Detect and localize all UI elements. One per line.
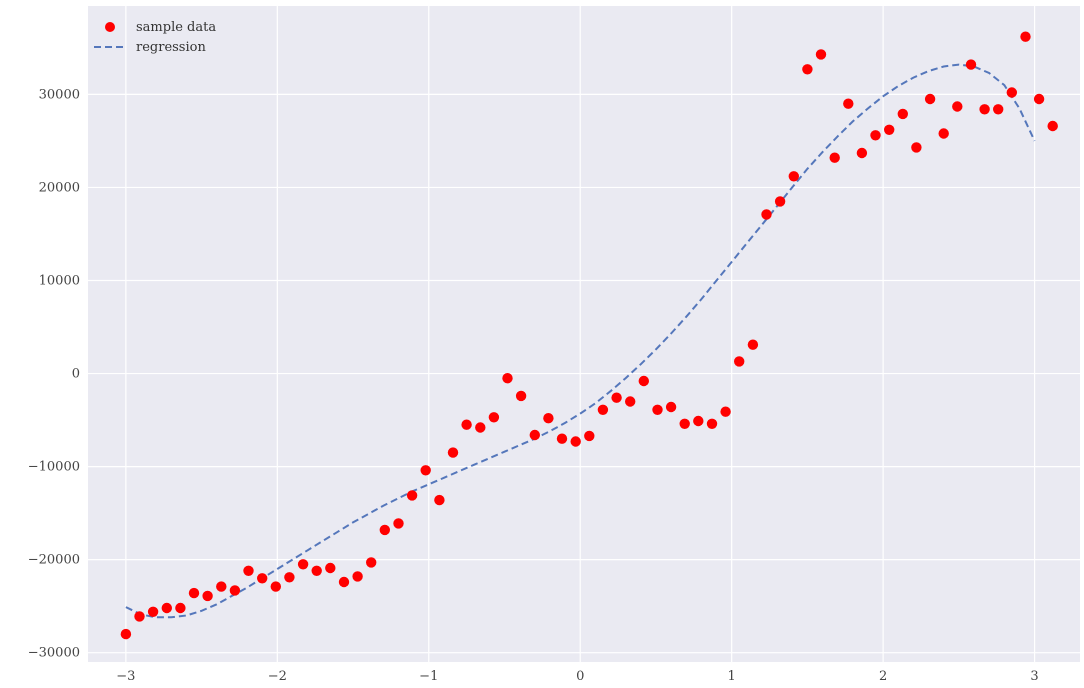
sample-data-series: [120, 31, 1058, 640]
sample-data-point: [625, 396, 636, 407]
sample-data-point: [447, 447, 459, 458]
sample-data-point: [665, 401, 677, 413]
sample-data-point: [325, 562, 336, 574]
sample-data-point: [216, 581, 227, 592]
y-tick-label: 30000: [39, 87, 80, 102]
sample-data-point: [284, 572, 295, 583]
sample-data-point: [788, 171, 799, 182]
sample-data-point: [679, 418, 690, 429]
sample-data-point: [693, 415, 704, 427]
sample-data-point: [570, 436, 581, 447]
sample-data-point: [311, 565, 322, 576]
sample-data-point: [597, 404, 609, 415]
sample-data-point: [761, 209, 772, 220]
legend-label-sample-data: sample data: [136, 20, 216, 35]
sample-data-point: [543, 413, 554, 424]
sample-data-point: [338, 576, 350, 588]
x-tick-label: 0: [576, 669, 584, 684]
y-axis: −30000 −20000 −10000 0 10000 20000 30000: [28, 87, 80, 660]
sample-data-point: [829, 152, 840, 163]
sample-data-point: [297, 559, 309, 570]
sample-data-point: [379, 524, 390, 536]
sample-data-point: [1033, 93, 1045, 105]
sample-data-point: [147, 606, 159, 617]
sample-data-point: [556, 433, 568, 444]
sample-data-point: [979, 104, 990, 115]
sample-data-point: [134, 611, 145, 622]
sample-data-point: [243, 565, 254, 576]
sample-data-point: [270, 581, 281, 592]
sample-data-point: [924, 93, 936, 105]
x-tick-label: 1: [728, 669, 736, 684]
sample-data-point: [870, 130, 881, 141]
y-tick-label: −30000: [28, 646, 80, 661]
sample-data-point: [488, 412, 500, 423]
sample-data-point: [1006, 87, 1017, 98]
sample-data-point: [993, 104, 1004, 115]
y-tick-label: −10000: [28, 460, 80, 475]
legend-label-regression: regression: [136, 40, 206, 55]
y-tick-label: −20000: [28, 553, 80, 568]
sample-data-point: [529, 429, 540, 441]
sample-data-point: [774, 196, 786, 207]
regression-line: [125, 63, 1036, 619]
sample-data-point: [202, 590, 213, 602]
legend-marker-sample-data: [105, 22, 115, 32]
x-tick-label: −1: [419, 669, 438, 684]
x-axis: −3 −2 −1 0 1 2 3: [116, 669, 1038, 684]
sample-data-point: [802, 64, 813, 75]
sample-data-point: [406, 490, 418, 501]
sample-data-point: [502, 373, 513, 384]
sample-data-point: [420, 465, 431, 476]
sample-data-point: [843, 98, 854, 109]
x-tick-label: −2: [268, 669, 287, 684]
sample-data-point: [952, 101, 963, 112]
sample-data-point: [638, 375, 649, 387]
sample-data-point: [815, 49, 827, 60]
sample-data-point: [515, 390, 527, 402]
x-tick-label: −3: [116, 669, 135, 684]
sample-data-point: [188, 587, 200, 599]
sample-data-point: [856, 147, 868, 159]
sample-data-point: [393, 518, 404, 529]
sample-data-point: [161, 602, 172, 614]
sample-data-point: [897, 108, 908, 120]
sample-data-point: [965, 59, 977, 70]
sample-data-point: [611, 392, 622, 403]
sample-data-point: [1020, 31, 1031, 42]
sample-data-point: [175, 602, 186, 614]
legend: sample data regression: [94, 20, 216, 55]
sample-data-point: [461, 419, 472, 430]
plot-area: [88, 6, 1080, 662]
sample-data-point: [1047, 120, 1058, 132]
y-tick-label: 20000: [39, 180, 80, 195]
sample-data-point: [720, 406, 731, 417]
sample-data-point: [747, 339, 759, 350]
sample-data-point: [706, 418, 718, 429]
x-tick-label: 2: [879, 669, 887, 684]
sample-data-point: [352, 571, 363, 582]
y-tick-label: 10000: [39, 273, 80, 288]
y-tick-label: 0: [72, 367, 80, 382]
sample-data-point: [257, 573, 268, 584]
sample-data-point: [911, 142, 922, 153]
sample-data-point: [434, 494, 445, 506]
sample-data-point: [938, 128, 949, 139]
x-tick-label: 3: [1030, 669, 1038, 684]
regression-series: [125, 63, 1036, 619]
sample-data-point: [734, 356, 745, 367]
sample-data-point: [366, 557, 377, 568]
sample-data-point: [652, 404, 663, 415]
sample-data-point: [229, 585, 241, 596]
grid: [88, 6, 1080, 662]
sample-data-point: [475, 422, 486, 433]
sample-data-point: [120, 628, 132, 640]
sample-data-point: [884, 124, 895, 135]
sample-data-point: [584, 430, 595, 442]
